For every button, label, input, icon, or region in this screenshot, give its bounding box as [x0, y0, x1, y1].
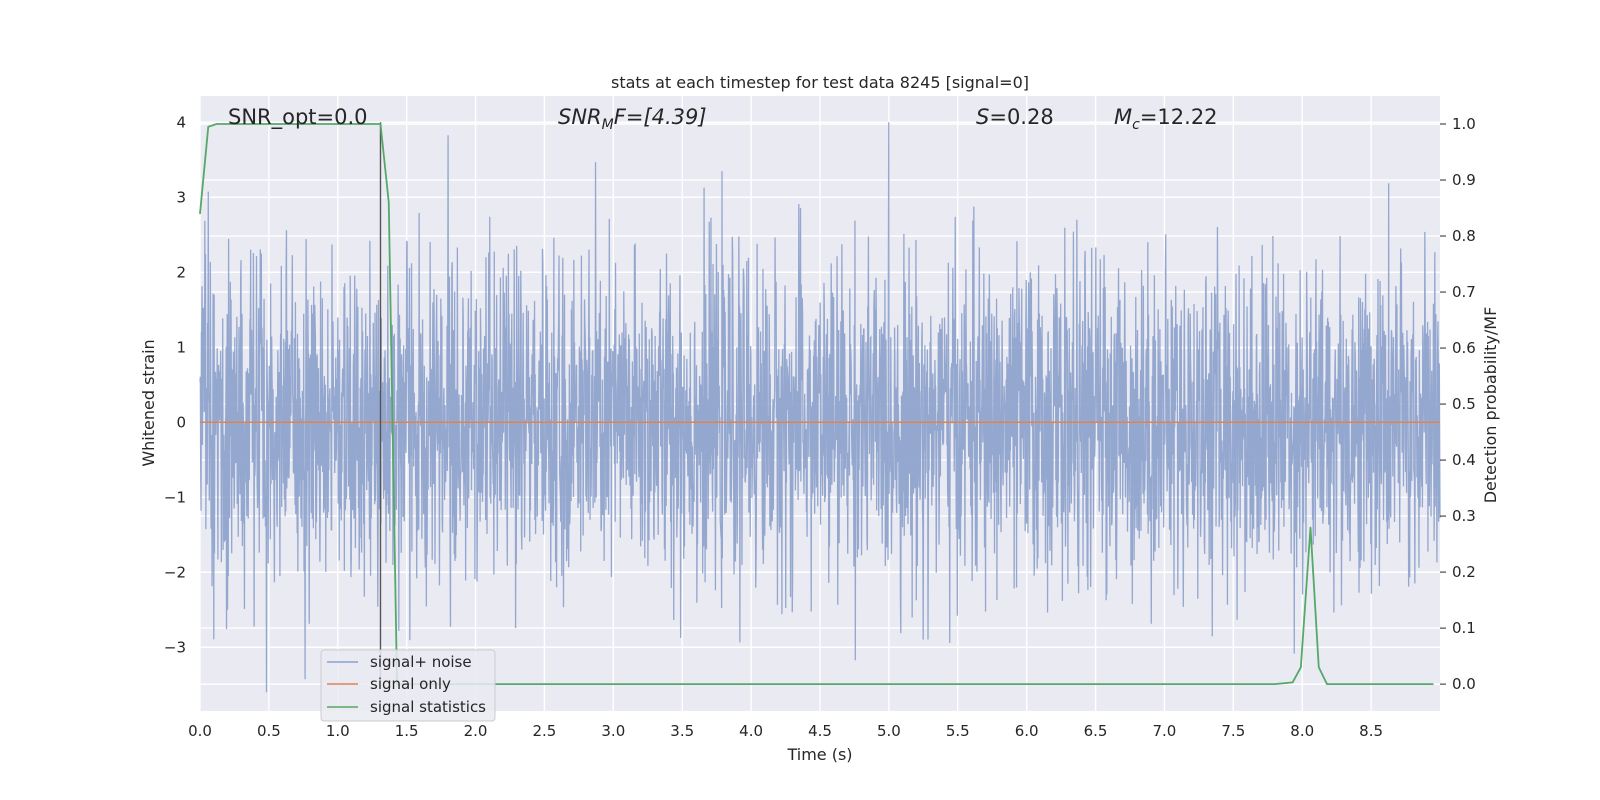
series-layer: [199, 122, 1440, 686]
y-tick-label: 0: [176, 413, 186, 431]
x-tick-label: 2.5: [533, 722, 557, 740]
noise-series: [199, 122, 1441, 693]
x-tick-label: 2.0: [464, 722, 488, 740]
y-tick-label: −3: [164, 638, 186, 656]
signal-statistics-point: [612, 683, 614, 685]
signal-statistics-point: [268, 123, 270, 125]
signal-statistics-point: [388, 201, 390, 204]
signal-statistics-point: [1336, 683, 1338, 685]
x-tick-label: 0.5: [257, 722, 281, 740]
annotation-snr-opt: SNR_opt=0.0: [228, 105, 368, 130]
annotation-s-main: S: [976, 105, 989, 129]
x-tick-label: 4.5: [808, 722, 832, 740]
signal-statistics-point: [1026, 683, 1028, 685]
annotation-snr-mf: SNRMF=[4.39]: [558, 105, 707, 133]
y2-tick-label: 0.2: [1452, 563, 1476, 581]
signal-statistics-point: [1274, 683, 1276, 685]
x-tick-label: 7.0: [1153, 722, 1177, 740]
y2-tick-label: 0.5: [1452, 395, 1476, 413]
x-tick-label: 7.5: [1221, 722, 1245, 740]
legend-label-signal-statistics: signal statistics: [370, 698, 486, 716]
legend-label-signal-noise: signal+ noise: [370, 653, 472, 671]
legend-box: [320, 649, 496, 722]
signal-statistics-point: [302, 123, 304, 125]
signal-statistics-point: [888, 683, 890, 685]
y2-tick-label: 0.8: [1452, 227, 1476, 245]
signal-statistics-point: [1326, 683, 1328, 685]
signal-noise-line: [199, 122, 1441, 693]
signal-statistics-point: [337, 123, 339, 125]
x-tick-label: 5.5: [946, 722, 970, 740]
signal-statistics-point: [1163, 683, 1166, 685]
x-tick-label: 3.5: [670, 722, 694, 740]
signal-statistics-point: [215, 123, 218, 125]
annotation-mc-rest: =12.22: [1140, 105, 1218, 129]
annotation-s: S=0.28: [976, 105, 1054, 129]
y2-tick-label: 0.6: [1452, 339, 1476, 357]
signal-statistics-point: [199, 213, 201, 215]
x-tick-label: 5.0: [877, 722, 901, 740]
x-tick-label: 4.0: [739, 722, 763, 740]
signal-statistics-point: [1291, 681, 1294, 684]
y-tick-label: −1: [164, 488, 186, 506]
signal-statistics-point: [1300, 666, 1302, 668]
signal-statistics-point: [207, 126, 209, 128]
y2-tick-label: 0.4: [1452, 451, 1476, 469]
y2-tick-label: 0.1: [1452, 619, 1476, 637]
x-tick-label: 8.5: [1359, 722, 1383, 740]
y2-tick-label: 1.0: [1452, 115, 1476, 133]
y-tick-label: 1: [176, 338, 186, 356]
signal-statistics-point: [379, 123, 382, 125]
y2-tick-label: 0.0: [1452, 675, 1476, 693]
signal-statistics-point: [233, 123, 236, 125]
y-tick-label: 4: [176, 113, 186, 131]
y2-tick-label: 0.7: [1452, 283, 1476, 301]
annotation-snr-mf-rest: F=[4.39]: [614, 105, 707, 129]
legend-label-signal-only: signal only: [370, 675, 451, 693]
x-tick-label: 3.0: [601, 722, 625, 740]
x-tick-label: 1.5: [395, 722, 419, 740]
annotation-s-rest: =0.28: [989, 105, 1053, 129]
chart-title: stats at each timestep for test data 824…: [611, 73, 1029, 92]
x-tick-label: 6.5: [1084, 722, 1108, 740]
y-axis-title: Whitened strain: [139, 339, 158, 466]
y-tick-label: −2: [164, 563, 186, 581]
y-tick-label: 3: [176, 188, 186, 206]
signal-statistics-point: [1432, 683, 1434, 685]
signal-statistics-point: [1309, 526, 1312, 528]
y2-axis-title: Detection probability/MF: [1481, 307, 1500, 504]
x-tick-label: 6.0: [1015, 722, 1039, 740]
signal-statistics-point: [371, 123, 373, 125]
x-axis-title: Time (s): [786, 745, 852, 764]
signal-statistics-point: [1318, 666, 1320, 668]
y2-tick-label: 0.9: [1452, 171, 1476, 189]
annotation-snr-mf-sub: M: [602, 117, 614, 133]
tick-layer: 0.0 0.5 1.0 1.5 2.0 2.5 3.0 3.5 4.0 4.5 5.0 5.5 6.0 6…: [164, 113, 1476, 740]
legend: signal+ noise signal only signal statist…: [320, 649, 496, 722]
signal-statistics-point: [1370, 683, 1372, 685]
y2-tick-label: 0.3: [1452, 507, 1476, 525]
annotation-snr-mf-main: SNR: [558, 105, 602, 129]
x-tick-label: 8.0: [1290, 722, 1314, 740]
signal-statistics-point: [750, 683, 752, 685]
annotation-mc-main: M: [1114, 105, 1132, 129]
x-tick-label: 0.0: [188, 722, 212, 740]
annotation-mc: Mc=12.22: [1114, 105, 1218, 133]
y-tick-label: 2: [176, 263, 186, 281]
x-tick-label: 1.0: [326, 722, 350, 740]
annotation-mc-sub: c: [1132, 117, 1140, 133]
